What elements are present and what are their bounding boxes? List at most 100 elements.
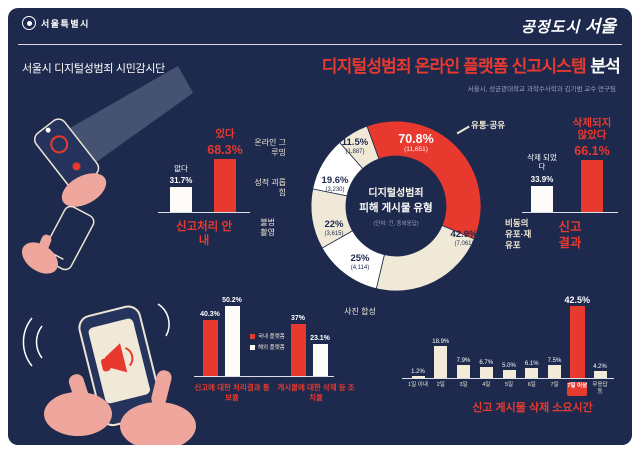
city-logo-label: 서울특별시: [41, 18, 90, 29]
value-label: 40.3%: [200, 310, 220, 318]
category-label: 없다: [174, 163, 188, 173]
hand-icon: [21, 242, 59, 274]
seoul-city-logo: 서울특별시: [22, 16, 90, 30]
donut-segment: [366, 120, 482, 240]
x-label: 무응답 등: [592, 382, 608, 395]
donut-label-nonconsensual: 비동의 유포·재유포: [505, 218, 532, 251]
main-title-accent: 디지털성범죄 온라인 플랫폼 신고시스템: [321, 57, 587, 76]
bar: [202, 319, 218, 376]
donut-center-line2: 피해 게시물 유형: [359, 202, 433, 214]
bar-column: 6.1%: [522, 361, 542, 378]
bar-column: 50.2%: [222, 297, 242, 376]
city-emblem-icon: [22, 16, 36, 30]
notice-chart: 없다 31.7% 있다 68.3% 신고처리 안내: [158, 120, 250, 249]
bar-column: 7.9%: [454, 358, 474, 378]
info-panel: 서울특별시 공정도시 서울 서울시 디지털성범죄 시민감시단 디지털성범죄 온라…: [8, 8, 632, 445]
donut-unit-note: (단위: 건, 중복응답): [373, 221, 419, 227]
value-label: 66.1%: [574, 144, 610, 159]
legend-item: 해외 플랫폼: [250, 343, 285, 351]
chart-title: 신고에 대한 처리결과 통보율: [194, 383, 270, 402]
donut-label-photo-composite: 사진 합성: [344, 307, 376, 316]
axis-line: [402, 378, 614, 379]
bar: [224, 305, 240, 376]
chart-title: 신고 게시물 삭제 소요시간: [472, 402, 593, 414]
donut-value-harassment: 19.6% (3,230): [321, 175, 349, 193]
donut-label-harassment: 성적 괴롭힘: [254, 178, 286, 198]
x-label: 1일 이내: [408, 382, 428, 388]
category-label: 삭제 되었다: [527, 153, 557, 171]
x-axis-labels: 1일 이내 2일 3일 4일 5일 6일 7일 7일 이상 무응답 등: [408, 382, 610, 396]
bar-column: 40.3%: [200, 311, 220, 376]
bar: [548, 365, 561, 378]
x-label: 3일: [459, 382, 468, 388]
bar-column: 1.2%: [408, 369, 428, 378]
x-label-highlight: 7일 이상: [567, 382, 588, 396]
bar: [434, 345, 448, 378]
chart-title: 신고처리 안내: [175, 221, 233, 248]
donut-label-distribution: 유통·공유: [471, 120, 506, 130]
axis-line: [158, 212, 250, 213]
donut-label-illegal-filming: 불법촬영: [260, 218, 275, 238]
x-label: 4일: [482, 382, 491, 388]
bar-column: 37%: [288, 315, 308, 376]
donut-segment: [339, 125, 380, 170]
main-title-suffix: 분석: [590, 57, 620, 76]
value-label: 33.9%: [530, 174, 554, 184]
legend-swatch-overseas: [250, 344, 255, 350]
donut-value-nonconsensual: 42.9% (7,061): [450, 229, 478, 247]
sound-wave-icon: [157, 303, 170, 337]
slogan-logo: 공정도시 서울: [521, 12, 616, 37]
donut-center-label: 디지털성범죄 피해 게시물 유형 (단위: 건, 중복응답): [341, 184, 451, 227]
title-row: 서울시 디지털성범죄 시민감시단 디지털성범죄 온라인 플랫폼 신고시스템 분석: [22, 52, 621, 77]
x-label: 2일: [436, 382, 445, 388]
thumb-icon: [151, 370, 172, 406]
finger-icon: [34, 234, 52, 262]
bar: [581, 160, 603, 212]
donut-value-distribution: 70.8% (11,651): [398, 132, 434, 153]
deletion-time-chart: 1.2% 18.9% 7.9% 6.7% 5.0% 6.1% 7.5% 42.5…: [400, 294, 622, 420]
phone-alert-icon: [78, 305, 163, 427]
value-label: 23.1%: [310, 334, 330, 342]
donut-value-grooming: 11.5% (1,887): [341, 137, 369, 155]
bar-highlight: [569, 305, 585, 378]
bar-column: 4.2%: [590, 364, 610, 378]
bar-column: 삭제 되었다 33.9%: [526, 153, 558, 212]
phone-outline-icon: [41, 205, 95, 271]
bar-column: 있다 68.3%: [207, 127, 243, 212]
bar: [312, 343, 328, 376]
x-label: 7일: [550, 382, 559, 388]
donut-value-photo-composite: 25% (4,114): [350, 253, 370, 271]
donut-value-illegal-filming: 22% (3,615): [324, 219, 344, 237]
legend-swatch-domestic: [250, 333, 255, 339]
category-label: 있다: [215, 127, 235, 140]
phone-flashlight-icon: [33, 118, 100, 190]
bar-column: 5.0%: [499, 363, 519, 378]
bar: [411, 376, 425, 378]
bar: [170, 187, 192, 212]
main-title: 디지털성범죄 온라인 플랫폼 신고시스템 분석: [321, 52, 621, 77]
hand-icon: [44, 392, 112, 436]
bar: [525, 367, 539, 378]
thumb-icon: [68, 374, 91, 408]
chart-title: 신고 결과: [558, 220, 582, 250]
value-label: 37%: [290, 315, 305, 323]
report-result-chart: 삭제 되었다 33.9% 삭제되지 않았다 66.1% 신고 결과: [522, 117, 618, 251]
donut-chart: [296, 106, 496, 306]
x-label: 5일: [504, 382, 514, 388]
slogan-bold-text: 서울: [584, 17, 616, 36]
bar: [214, 158, 236, 212]
bar-column: 23.1%: [310, 335, 330, 376]
chart-title: 게시물에 대한 삭제 등 조치율: [277, 383, 355, 402]
hands-phones-illustration: [21, 66, 196, 445]
legend-item: 국내 플랫폼: [250, 332, 285, 340]
header-divider: [18, 44, 622, 46]
bar: [502, 369, 516, 378]
donut-label-grooming: 온라인 그루밍: [254, 138, 286, 158]
value-label: 68.3%: [207, 142, 243, 157]
bar-column: 7.5%: [545, 358, 565, 378]
category-label: 삭제되지 않았다: [572, 117, 612, 142]
legend: 국내 플랫폼 해외 플랫폼: [250, 332, 285, 351]
slogan-script-text: 공정도시: [521, 20, 581, 36]
bar-column: 6.7%: [476, 360, 496, 378]
